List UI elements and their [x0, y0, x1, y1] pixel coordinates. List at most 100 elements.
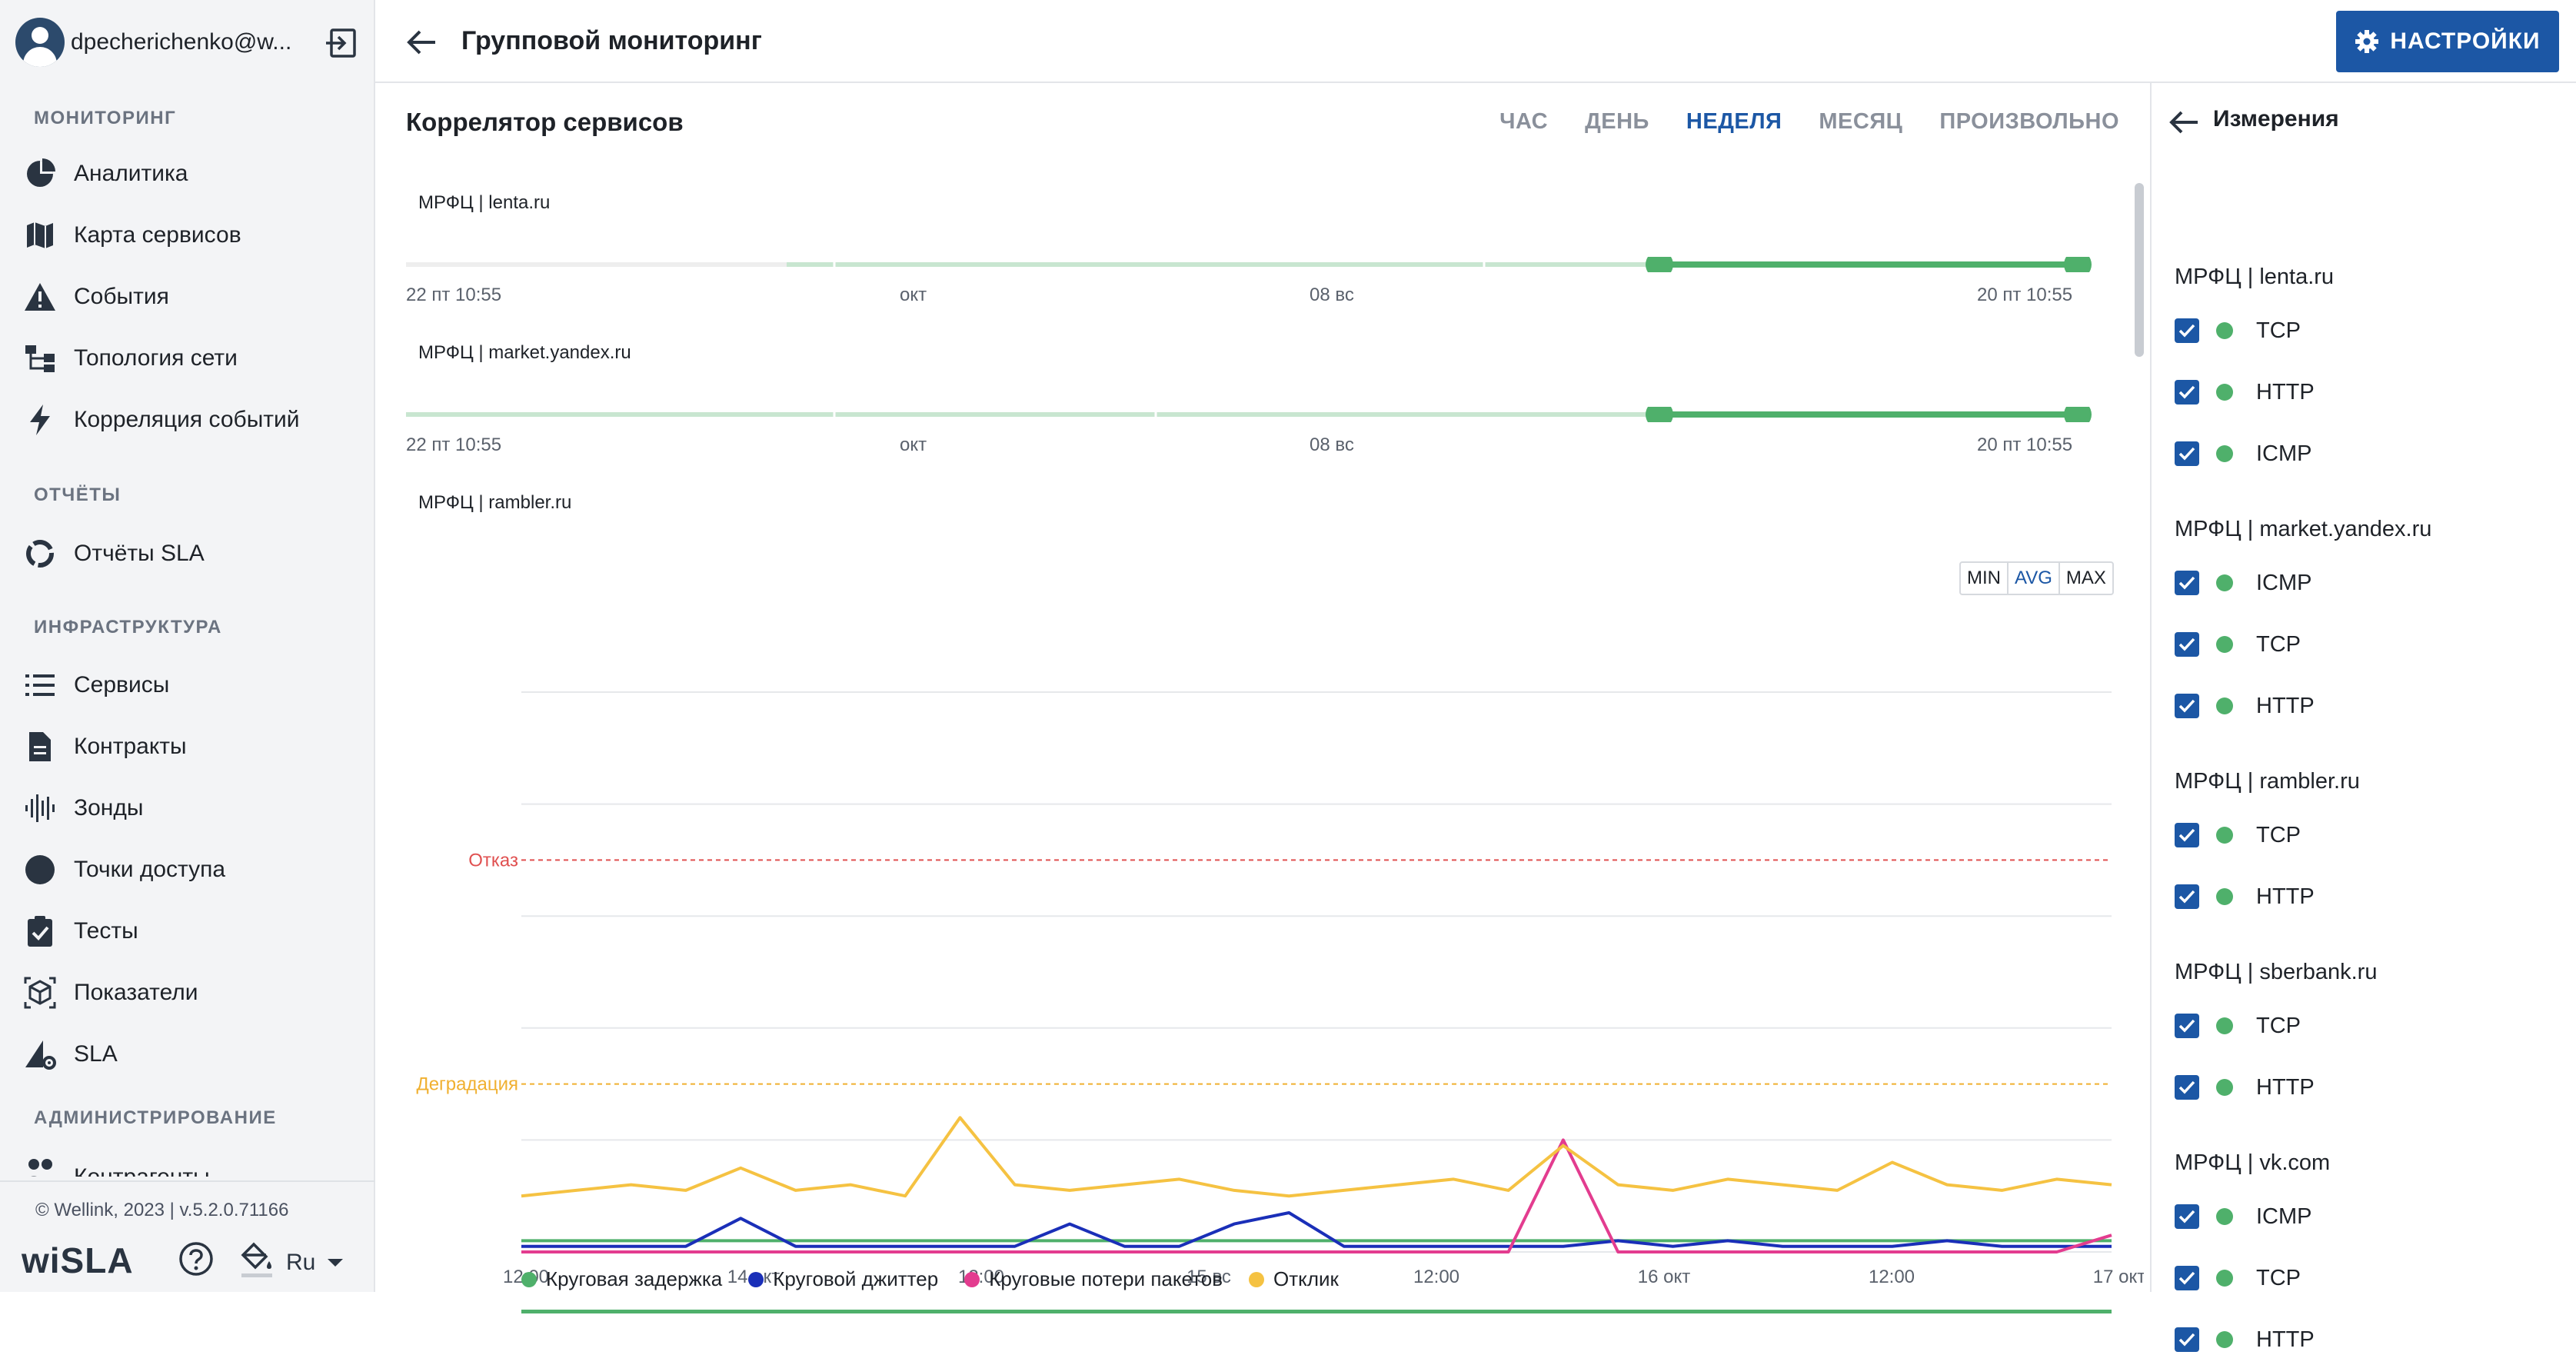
checkbox[interactable] — [2175, 571, 2199, 595]
sidebar-item-access-points[interactable]: Точки доступа — [23, 847, 361, 893]
section-heading: Коррелятор сервисов — [406, 108, 684, 136]
time-range-tabs: ЧАС ДЕНЬ НЕДЕЛЯ МЕСЯЦ ПРОИЗВОЛЬНО — [1499, 109, 2119, 135]
sidebar-item-label: События — [74, 284, 169, 309]
document-icon — [23, 730, 57, 764]
gear-icon — [2355, 30, 2379, 53]
measurement-item[interactable]: ICMP — [2175, 438, 2312, 469]
checkbox[interactable] — [2175, 1266, 2199, 1290]
sidebar-item-label: Аналитика — [74, 161, 188, 186]
legend-item[interactable]: Круговая задержка — [521, 1267, 722, 1291]
measurement-label: HTTP — [2256, 1074, 2315, 1100]
measurement-item[interactable]: HTTP — [2175, 691, 2315, 721]
checkbox[interactable] — [2175, 1204, 2199, 1229]
range-handle-start[interactable] — [1646, 407, 1673, 422]
aggregation-toggle: MIN AVG MAX — [1959, 561, 2114, 595]
tab-hour[interactable]: ЧАС — [1499, 109, 1549, 134]
checkbox[interactable] — [2175, 884, 2199, 909]
measurement-item[interactable]: TCP — [2175, 315, 2301, 346]
sidebar-item-label: Отчёты SLA — [74, 541, 205, 566]
range-handle-start[interactable] — [1646, 257, 1673, 272]
language-selector[interactable]: Ru — [286, 1246, 355, 1280]
measurement-item[interactable]: TCP — [2175, 1010, 2301, 1041]
sidebar-item-tests[interactable]: Тесты — [23, 908, 361, 954]
timeline-tick: 20 пт 10:55 — [1977, 434, 2073, 455]
sidebar-item-services[interactable]: Сервисы — [23, 662, 361, 708]
help-icon[interactable] — [178, 1241, 214, 1277]
checkbox[interactable] — [2175, 632, 2199, 657]
back-arrow-icon[interactable] — [2167, 105, 2202, 140]
sidebar-item-analytics[interactable]: Аналитика — [23, 151, 361, 197]
tab-month[interactable]: МЕСЯЦ — [1819, 109, 1903, 134]
map-icon — [23, 218, 57, 252]
legend-label: Круговой джиттер — [773, 1267, 939, 1290]
sidebar-item-events[interactable]: События — [23, 274, 361, 320]
sidebar-item-service-map[interactable]: Карта сервисов — [23, 212, 361, 258]
sidebar-item-sla-reports[interactable]: Отчёты SLA — [23, 531, 361, 577]
range-handle-end[interactable] — [2064, 257, 2092, 272]
tab-week[interactable]: НЕДЕЛЯ — [1686, 109, 1782, 134]
checkbox[interactable] — [2175, 1075, 2199, 1100]
agg-avg-button[interactable]: AVG — [2009, 563, 2060, 594]
sidebar-item-sla[interactable]: SLA — [23, 1031, 361, 1077]
page-title: Групповой мониторинг — [461, 26, 762, 55]
legend-dot — [1249, 1271, 1265, 1287]
measurement-item[interactable]: ICMP — [2175, 568, 2312, 598]
x-tick-label: 16 окт — [1638, 1267, 1690, 1287]
measurement-group-title: МРФЦ | sberbank.ru — [2175, 960, 2378, 984]
timeline-tick: 22 пт 10:55 — [406, 285, 502, 305]
waveform-icon — [23, 791, 57, 825]
sla-gear-icon — [23, 1037, 57, 1071]
sidebar-item-counterparties[interactable]: Контрагенты — [23, 1154, 361, 1177]
measurement-item[interactable]: HTTP — [2175, 881, 2315, 912]
legend-dot — [964, 1271, 980, 1287]
measurement-label: HTTP — [2256, 693, 2315, 718]
sidebar-item-contracts[interactable]: Контракты — [23, 724, 361, 770]
checkbox[interactable] — [2175, 441, 2199, 466]
avatar[interactable] — [15, 18, 65, 67]
service-timeline[interactable] — [406, 257, 2115, 272]
tab-day[interactable]: ДЕНЬ — [1585, 109, 1649, 134]
tab-custom[interactable]: ПРОИЗВОЛЬНО — [1939, 109, 2119, 134]
sidebar-item-probes[interactable]: Зонды — [23, 785, 361, 831]
measurement-item[interactable]: HTTP — [2175, 1324, 2315, 1355]
checkbox[interactable] — [2175, 694, 2199, 718]
checkbox[interactable] — [2175, 823, 2199, 847]
checkbox[interactable] — [2175, 1014, 2199, 1038]
checkbox[interactable] — [2175, 318, 2199, 343]
timeline-tick: 22 пт 10:55 — [406, 434, 502, 455]
language-label: Ru — [286, 1250, 316, 1275]
scrollbar[interactable] — [2135, 183, 2144, 357]
status-dot — [2216, 1270, 2233, 1287]
user-row[interactable]: dpecherichenko@w... — [15, 15, 360, 69]
measurement-item[interactable]: TCP — [2175, 820, 2301, 851]
range-handle-end[interactable] — [2064, 407, 2092, 422]
service-timeline[interactable] — [406, 407, 2115, 422]
logout-icon[interactable] — [324, 26, 360, 60]
paint-bucket-icon[interactable] — [238, 1241, 274, 1278]
wisla-logo: wiSLA — [22, 1240, 134, 1280]
sidebar-item-metrics[interactable]: Показатели — [23, 970, 361, 1016]
settings-button[interactable]: НАСТРОЙКИ — [2336, 11, 2559, 72]
back-arrow-icon[interactable] — [403, 23, 441, 62]
sidebar-item-correlation[interactable]: Корреляция событий — [23, 397, 361, 443]
legend-item[interactable]: Круговой джиттер — [748, 1267, 938, 1291]
measurement-item[interactable]: TCP — [2175, 629, 2301, 660]
agg-max-button[interactable]: MAX — [2065, 568, 2106, 588]
measurement-item[interactable]: HTTP — [2175, 1072, 2315, 1103]
agg-min-button[interactable]: MIN — [1961, 563, 2009, 594]
status-dot — [2216, 1208, 2233, 1225]
legend-item[interactable]: Отклик — [1249, 1267, 1339, 1291]
status-dot — [2216, 1331, 2233, 1348]
circle-icon — [23, 853, 57, 887]
section-title-reports: ОТЧЁТЫ — [34, 484, 121, 505]
measurement-item[interactable]: HTTP — [2175, 377, 2315, 408]
measurement-item[interactable]: ICMP — [2175, 1201, 2312, 1232]
legend-item[interactable]: Круговые потери пакетов — [964, 1267, 1223, 1291]
cube-icon — [23, 976, 57, 1010]
sidebar-item-topology[interactable]: Топология сети — [23, 335, 361, 381]
measurement-item[interactable]: TCP — [2175, 1263, 2301, 1293]
checkbox[interactable] — [2175, 1327, 2199, 1352]
checkbox[interactable] — [2175, 380, 2199, 405]
x-tick-label: 12:00 — [1869, 1267, 1915, 1287]
